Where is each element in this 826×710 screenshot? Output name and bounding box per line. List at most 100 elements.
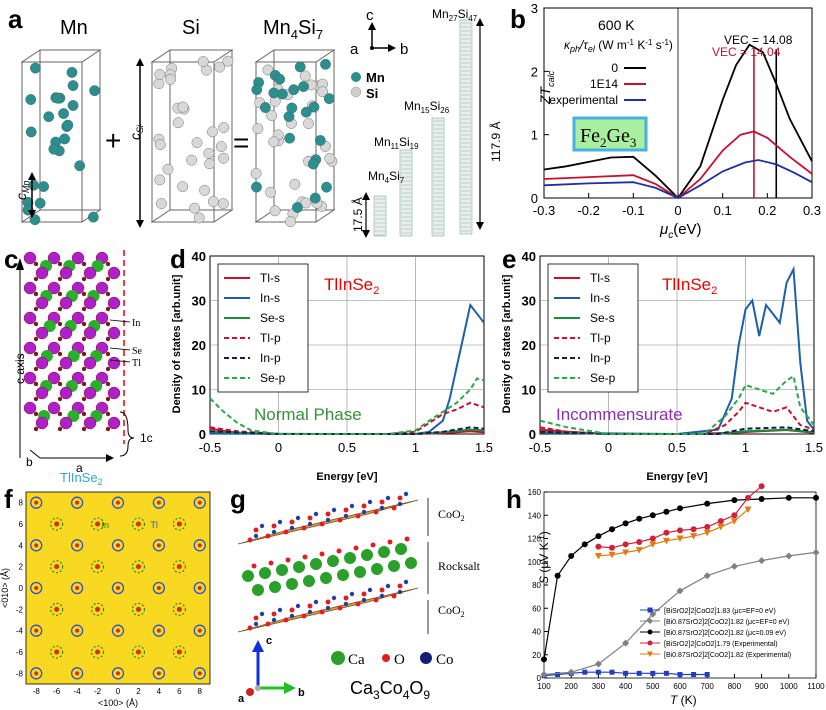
d-ytick: 30 [192,294,206,309]
e-phase-label: Incommensurate [556,405,683,424]
e-series-In-p [539,426,815,435]
d-phase-label: Normal Phase [254,405,362,424]
legend-mn: Mn [366,70,385,85]
d-xtick: -0.5 [199,440,221,455]
g-axis-b: b [298,687,305,699]
e-series-Tl-p [539,401,815,435]
h-point-0 [636,670,642,676]
h-point-0 [582,669,588,675]
d-xtick: 1 [412,440,419,455]
h-point-4 [649,541,657,548]
si-unit-cell [150,49,234,224]
equals-sign: = [233,127,249,158]
panel-h-seebeck-chart: 100 200 300 400 500 600 700 800 900 1000 1100 0 20 40… [528,483,825,707]
d-ytick: 40 [192,249,206,264]
e-ytick: 0 [529,427,536,442]
h-point-3 [636,538,643,545]
h-legend-3: [BiSrO2]2[CoO2]1.79 (Experimental) [664,641,778,648]
b-xtick: -0.1 [622,203,644,218]
h-point-0 [595,669,601,675]
h-point-3 [609,544,615,551]
b-xtick: 0 [674,203,681,218]
panel-a-crystal-structures: Mn Si Mn4Si7 + = cMn cSi c a b Mn Si Mn4… [13,7,503,238]
panel-letter-h: h [506,484,522,514]
g-legend-co: Co [436,652,454,668]
h-xtick: 700 [701,682,715,691]
d-legend-Se-s: Se-s [260,311,285,325]
h-point-3 [595,543,602,550]
b-xtick: 0.1 [714,203,732,218]
h-ytick: 60 [532,604,541,613]
h-xtick: 200 [565,682,579,691]
legend-si: Si [366,86,378,101]
h-point-4 [717,523,725,531]
h-point-2 [581,541,588,548]
g-axis-c: c [266,635,272,647]
e-xtick: 0.5 [668,440,686,455]
h-point-4 [703,529,711,537]
f-ytick: 8 [19,499,24,508]
g-axis-a: a [238,693,245,705]
b-title: 600 K [598,17,635,33]
d-ylabel: Density of states [arb.unit] [171,274,183,413]
h-point-1 [785,552,793,560]
f-xtick: 8 [198,687,203,696]
label-mn: Mn [60,17,88,39]
h-point-2 [649,512,656,519]
h-ytick: 140 [528,511,542,520]
panel-letter-f: f [4,484,13,514]
h-point-3 [622,541,629,548]
panel-letter-c: c [4,244,19,274]
b-ytick: 3 [531,1,538,16]
g-formula: Ca3Co4O9 [350,678,430,702]
h-point-2 [622,520,629,527]
b-inset-fe2ge3: Fe2Ge3 [580,125,636,150]
h-point-1 [649,610,657,618]
h-xtick: 1000 [780,682,798,691]
b-xtick: 0.2 [758,203,776,218]
h-point-4 [635,547,643,554]
h-legend-2: [Bi0.87SrO2]2[CoO2]1.82 (μc=0.09 eV) [664,630,786,637]
b-ytick: 1 [531,128,538,143]
h-point-3 [663,529,670,536]
e-legend-Tl-p: Tl-p [590,331,611,345]
h-xtick: 1100 [807,682,825,691]
h-ytick: 120 [528,535,542,544]
h-point-3 [704,523,711,530]
c-si-label: cSi [127,124,145,140]
b-xlabel: μc(eV) [659,221,702,241]
e-legend-Se-s: Se-s [590,311,615,325]
h-point-2 [663,508,670,515]
c-label-Tl: Tl [132,358,141,369]
h-point-1 [730,562,738,570]
h-ytick: 80 [532,581,541,590]
h-point-4 [690,533,698,540]
e-ytick: 30 [522,294,536,309]
panel-letter-e: e [502,244,517,274]
b-xtick: -0.3 [533,203,555,218]
h-point-0 [704,672,710,678]
h-point-2 [541,656,547,663]
h-point-1 [812,548,820,556]
d-xtick: 0 [275,440,282,455]
b-series-experimental [543,159,813,200]
panel-b-zt-chart: -0.3 -0.2 -0.1 0 0.1 0.2 0.3 0 1 2 3 600 K κph/τel (… [531,1,821,241]
h-point-2 [568,552,575,559]
f-xtick: -8 [33,687,41,696]
h-ytick: 40 [532,628,541,637]
d-legend-Se-p: Se-p [260,371,286,385]
f-xlabel: <100> (Å) [98,698,138,708]
b-legend-title: κph/τel (W m-1 K-1 s-1) [564,38,673,54]
b-series-1E14 [543,130,813,200]
f-ytick: -8 [16,669,24,678]
h-point-0 [609,669,615,675]
panel-f-diffraction-map: In Tl -8 -6 -4 -2 0 2 4 6 8 -8 -6 -4 -2 0 2 4 6 8 <100> (Å) <… [0,491,211,708]
e-legend-In-p: In-p [590,351,611,365]
c-axis-label: c axis [13,353,27,384]
h-point-1 [567,668,575,676]
h-point-1 [676,587,684,595]
phase-columns [373,19,473,237]
h-point-1 [703,572,711,580]
e-xtick: 0 [605,440,612,455]
